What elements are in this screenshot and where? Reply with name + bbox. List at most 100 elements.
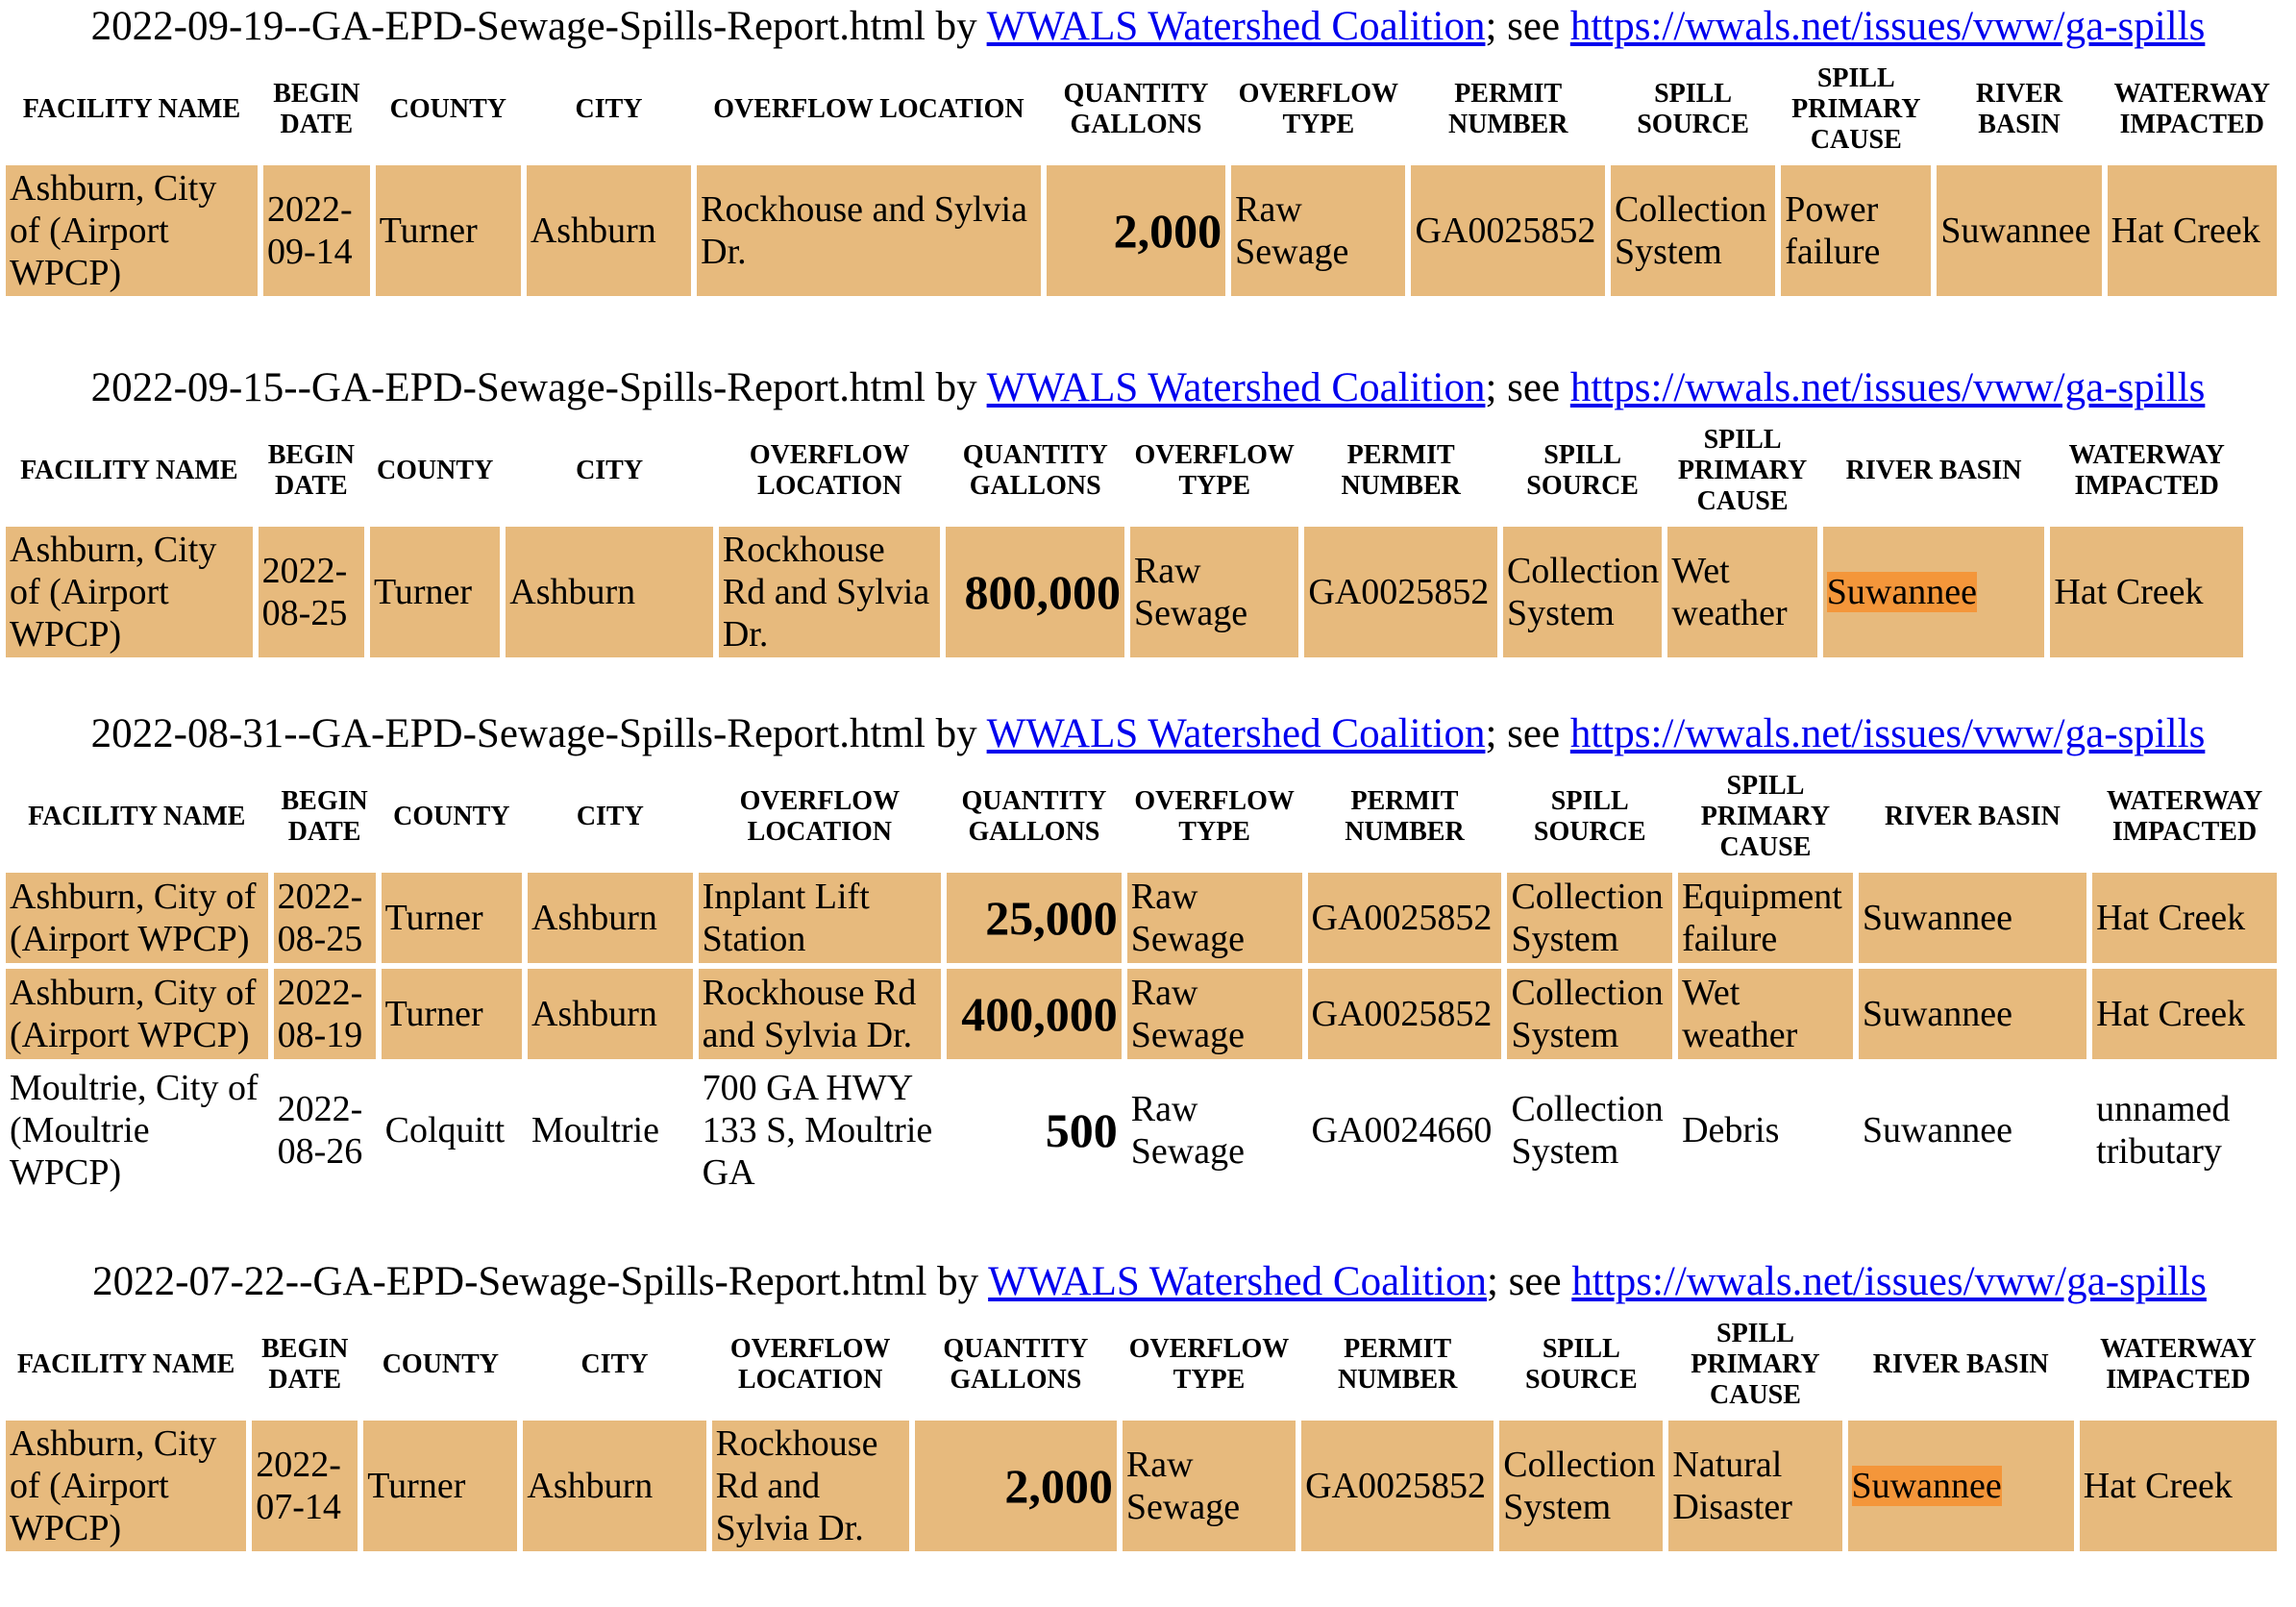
waterway-cell: Hat Creek [2092, 873, 2277, 963]
table-row: Ashburn, City of (Airport WPCP) 2022-08-… [6, 969, 2277, 1059]
col-spill-primary-cause: SPILL PRIMARY CAUSE [1691, 1319, 1820, 1410]
cause-cell: Debris [1682, 1110, 1780, 1150]
quantity-cell: 25,000 [947, 873, 1122, 963]
report-2022-09-19: 2022-09-19--GA-EPD-Sewage-Spills-Report.… [0, 0, 2296, 302]
basin-cell: Suwannee [1862, 1110, 2012, 1150]
cause-cell: Power failure [1781, 165, 1932, 296]
header-row: FACILITY NAME BEGIN DATE COUNTY CITY OVE… [6, 421, 2243, 521]
source-cell: Collection System [1610, 165, 1776, 296]
table-row: Ashburn, City of (Airport WPCP) 2022-08-… [6, 873, 2277, 963]
col-overflow-location: OVERFLOW LOCATION [713, 94, 1025, 124]
wwals-link[interactable]: WWALS Watershed Coalition [986, 4, 1486, 49]
facility-cell: Ashburn, City of (Airport WPCP) [6, 1421, 247, 1551]
col-spill-primary-cause: SPILL PRIMARY CAUSE [1677, 425, 1808, 516]
permit-cell: GA0025852 [1301, 1421, 1494, 1551]
table-row: Ashburn, City of (Airport WPCP) 2022-08-… [6, 527, 2243, 657]
col-spill-source: SPILL SOURCE [1637, 79, 1749, 139]
highlighted-basin: Suwannee [1851, 1466, 2002, 1506]
type-cell: Raw Sewage [1122, 1421, 1296, 1551]
source-cell: Collection System [1502, 527, 1663, 657]
col-facility-name: FACILITY NAME [28, 802, 246, 831]
quantity-cell: 2,000 [1046, 165, 1226, 296]
col-overflow-type: OVERFLOW TYPE [1134, 440, 1295, 501]
ga-spills-link[interactable]: https://wwals.net/issues/vww/ga-spills [1569, 711, 2206, 756]
begin-date-cell: 2022-08-26 [277, 1089, 363, 1172]
col-waterway-impacted: WATERWAY IMPACTED [2113, 79, 2271, 139]
quantity-cell: 2,000 [914, 1421, 1117, 1551]
facility-cell: Ashburn, City of (Airport WPCP) [6, 873, 268, 963]
type-cell: Raw Sewage [1130, 1089, 1245, 1172]
city-cell: Ashburn [528, 969, 693, 1059]
waterway-cell: Hat Creek [2050, 527, 2243, 657]
basin-cell: Suwannee [1858, 969, 2087, 1059]
highlighted-basin: Suwannee [1826, 572, 1977, 612]
col-facility-name: FACILITY NAME [16, 1349, 235, 1379]
location-cell: Rockhouse Rd and Sylvia Dr. [698, 969, 942, 1059]
spills-table: FACILITY NAME BEGIN DATE COUNTY CITY OVE… [0, 415, 2249, 663]
report-title: 2022-07-22--GA-EPD-Sewage-Spills-Report.… [92, 1259, 2207, 1304]
report-filename: 2022-09-15--GA-EPD-Sewage-Spills-Report.… [90, 365, 926, 410]
report-filename: 2022-08-31--GA-EPD-Sewage-Spills-Report.… [90, 711, 926, 756]
report-filename: 2022-07-22--GA-EPD-Sewage-Spills-Report.… [92, 1259, 927, 1304]
col-begin-date: BEGIN DATE [273, 79, 360, 139]
col-overflow-location: OVERFLOW LOCATION [739, 786, 901, 847]
permit-cell: GA0025852 [1307, 873, 1502, 963]
type-cell: Raw Sewage [1126, 969, 1302, 1059]
wwals-link[interactable]: WWALS Watershed Coalition [986, 711, 1486, 756]
location-cell: Inplant Lift Station [698, 873, 942, 963]
wwals-link[interactable]: WWALS Watershed Coalition [988, 1259, 1487, 1304]
report-title: 2022-08-31--GA-EPD-Sewage-Spills-Report.… [90, 711, 2206, 756]
source-cell: Collection System [1511, 1089, 1664, 1172]
col-river-basin: RIVER BASIN [1975, 79, 2063, 139]
location-cell: Rockhouse and Sylvia Dr. [697, 165, 1041, 296]
ga-spills-link[interactable]: https://wwals.net/issues/vww/ga-spills [1571, 1259, 2207, 1304]
report-2022-09-15: 2022-09-15--GA-EPD-Sewage-Spills-Report.… [0, 361, 2296, 663]
col-waterway-impacted: WATERWAY IMPACTED [2106, 786, 2263, 847]
col-city: CITY [576, 456, 644, 485]
col-quantity-gallons: QUANTITY GALLONS [943, 1334, 1089, 1395]
cause-cell: Equipment failure [1678, 873, 1853, 963]
quantity-cell: 800,000 [946, 527, 1124, 657]
waterway-cell: Hat Creek [2107, 165, 2277, 296]
city-cell: Ashburn [506, 527, 713, 657]
header-row: FACILITY NAME BEGIN DATE COUNTY CITY OVE… [6, 60, 2277, 160]
col-permit-number: PERMIT NUMBER [1345, 786, 1465, 847]
col-county: COUNTY [393, 802, 510, 831]
facility-cell: Ashburn, City of (Airport WPCP) [6, 527, 253, 657]
begin-date-cell: 2022-08-25 [273, 873, 376, 963]
col-permit-number: PERMIT NUMBER [1341, 440, 1461, 501]
basin-cell: Suwannee [1937, 165, 2102, 296]
location-cell: 700 GA HWY 133 S, Moultrie GA [702, 1068, 933, 1193]
city-cell: Ashburn [526, 165, 692, 296]
city-cell: Ashburn [523, 1421, 706, 1551]
ga-spills-link[interactable]: https://wwals.net/issues/vww/ga-spills [1569, 365, 2206, 410]
spills-table: FACILITY NAME BEGIN DATE COUNTY CITY OVE… [0, 54, 2283, 302]
quantity-cell: 400,000 [947, 969, 1122, 1059]
report-filename: 2022-09-19--GA-EPD-Sewage-Spills-Report.… [90, 4, 926, 49]
col-permit-number: PERMIT NUMBER [1337, 1334, 1458, 1395]
source-cell: Collection System [1499, 1421, 1664, 1551]
table-row: Moultrie, City of (Moultrie WPCP) 2022-0… [6, 1065, 2277, 1196]
col-begin-date: BEGIN DATE [281, 786, 368, 847]
col-spill-source: SPILL SOURCE [1533, 786, 1646, 847]
source-cell: Collection System [1507, 873, 1673, 963]
source-cell: Collection System [1507, 969, 1673, 1059]
col-river-basin: RIVER BASIN [1872, 1349, 2049, 1379]
col-spill-primary-cause: SPILL PRIMARY CAUSE [1791, 63, 1921, 155]
waterway-cell: Hat Creek [2092, 969, 2277, 1059]
type-cell: Raw Sewage [1129, 527, 1299, 657]
spills-table: FACILITY NAME BEGIN DATE COUNTY CITY OVE… [0, 761, 2283, 1201]
basin-cell: Suwannee [1822, 527, 2045, 657]
wwals-link[interactable]: WWALS Watershed Coalition [986, 365, 1486, 410]
begin-date-cell: 2022-08-25 [258, 527, 364, 657]
report-title: 2022-09-19--GA-EPD-Sewage-Spills-Report.… [90, 4, 2206, 49]
county-cell: Turner [363, 1421, 518, 1551]
ga-spills-link[interactable]: https://wwals.net/issues/vww/ga-spills [1569, 4, 2206, 49]
location-cell: Rockhouse Rd and Sylvia Dr. [711, 1421, 909, 1551]
facility-cell: Ashburn, City of (Airport WPCP) [6, 165, 258, 296]
col-city: CITY [575, 94, 643, 124]
permit-cell: GA0025852 [1411, 165, 1605, 296]
col-river-basin: RIVER BASIN [1885, 802, 2061, 831]
begin-date-cell: 2022-09-14 [262, 165, 370, 296]
basin-cell: Suwannee [1847, 1421, 2074, 1551]
